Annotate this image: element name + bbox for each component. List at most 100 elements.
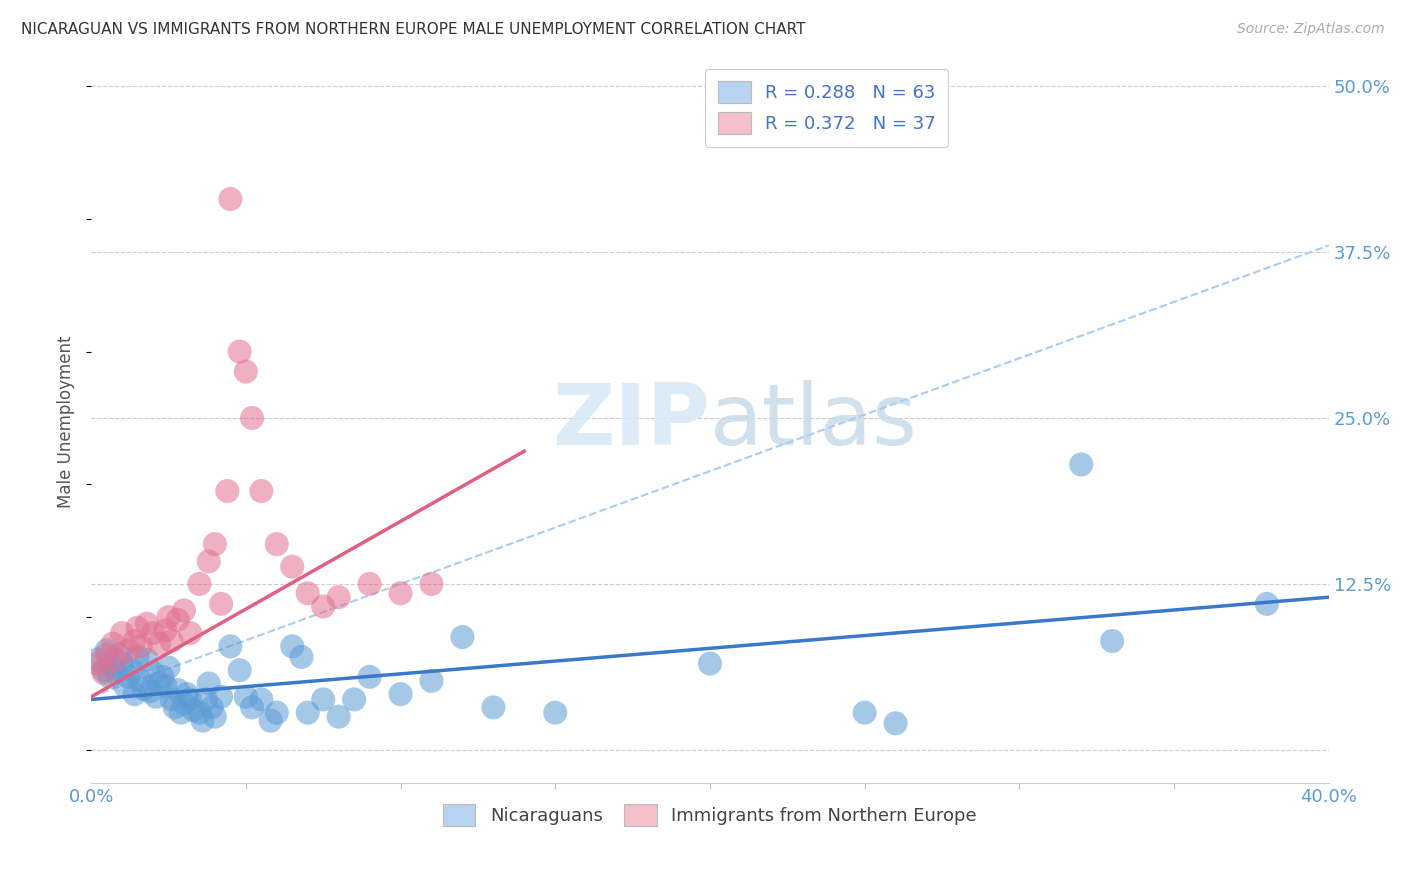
Point (312, 692, 335, 706)
Point (389, 687, 412, 701)
Point (101, 660, 124, 674)
Point (281, 559, 304, 574)
Point (93, 665, 115, 680)
Point (170, 706, 193, 720)
Point (250, 692, 273, 706)
Point (96, 643, 118, 657)
Point (359, 670, 381, 684)
Point (235, 365, 257, 379)
Point (124, 687, 146, 701)
Point (191, 714, 214, 728)
Point (86, 652, 108, 666)
Point (148, 676, 170, 690)
Point (157, 610, 180, 624)
Point (179, 692, 201, 706)
Point (142, 665, 165, 680)
Text: ZIP: ZIP (553, 380, 710, 463)
Point (108, 648, 131, 662)
Point (420, 577, 443, 591)
Point (135, 616, 157, 631)
Point (127, 621, 149, 635)
Point (209, 597, 232, 611)
Point (1256, 597, 1278, 611)
Point (1070, 458, 1092, 472)
Point (359, 577, 381, 591)
Point (181, 703, 204, 717)
Point (176, 687, 198, 701)
Point (139, 684, 162, 698)
Point (148, 637, 170, 651)
Point (699, 657, 721, 671)
Point (86, 657, 108, 671)
Point (290, 649, 312, 664)
Point (173, 603, 195, 617)
Point (132, 681, 155, 696)
Point (166, 683, 188, 698)
Point (101, 637, 124, 651)
Point (250, 483, 273, 498)
Point (312, 599, 335, 614)
Point (120, 663, 142, 677)
Point (853, 706, 876, 720)
Point (157, 660, 180, 674)
Point (219, 640, 242, 654)
Point (235, 690, 257, 704)
Point (240, 411, 263, 425)
Point (117, 670, 139, 684)
Point (266, 706, 288, 720)
Text: Source: ZipAtlas.com: Source: ZipAtlas.com (1237, 22, 1385, 37)
Point (544, 706, 567, 720)
Point (135, 652, 157, 666)
Point (127, 649, 149, 664)
Text: atlas: atlas (710, 380, 918, 463)
Point (201, 700, 224, 714)
Point (259, 714, 281, 728)
Point (124, 634, 146, 648)
Point (281, 640, 304, 654)
Point (96, 648, 118, 662)
Point (228, 344, 250, 359)
Point (197, 554, 219, 568)
Point (328, 591, 350, 605)
Point (1101, 634, 1123, 648)
Point (104, 665, 127, 680)
Point (129, 673, 152, 688)
Point (266, 537, 288, 551)
Point (197, 676, 219, 690)
Point (145, 690, 167, 704)
Point (163, 700, 186, 714)
Point (188, 706, 211, 720)
Point (160, 634, 183, 648)
Point (188, 577, 211, 591)
Point (884, 716, 907, 731)
Point (150, 670, 173, 684)
Point (219, 192, 242, 206)
Point (209, 690, 232, 704)
Point (114, 679, 136, 693)
Point (204, 537, 226, 551)
Point (166, 613, 188, 627)
Point (93, 663, 115, 677)
Point (389, 586, 412, 600)
Point (204, 709, 226, 723)
Y-axis label: Male Unemployment: Male Unemployment (58, 335, 75, 508)
Point (129, 640, 152, 654)
Point (98, 670, 121, 684)
Point (155, 624, 177, 638)
Point (240, 700, 263, 714)
Point (104, 652, 127, 666)
Point (420, 673, 443, 688)
Point (297, 706, 319, 720)
Point (111, 657, 134, 671)
Point (343, 692, 366, 706)
Point (297, 586, 319, 600)
Point (194, 692, 217, 706)
Point (142, 626, 165, 640)
Point (173, 697, 195, 711)
Point (155, 679, 177, 693)
Point (217, 483, 239, 498)
Point (228, 663, 250, 677)
Legend: Nicaraguans, Immigrants from Northern Europe: Nicaraguans, Immigrants from Northern Eu… (434, 796, 986, 836)
Point (111, 626, 134, 640)
Text: NICARAGUAN VS IMMIGRANTS FROM NORTHERN EUROPE MALE UNEMPLOYMENT CORRELATION CHAR: NICARAGUAN VS IMMIGRANTS FROM NORTHERN E… (21, 22, 806, 37)
